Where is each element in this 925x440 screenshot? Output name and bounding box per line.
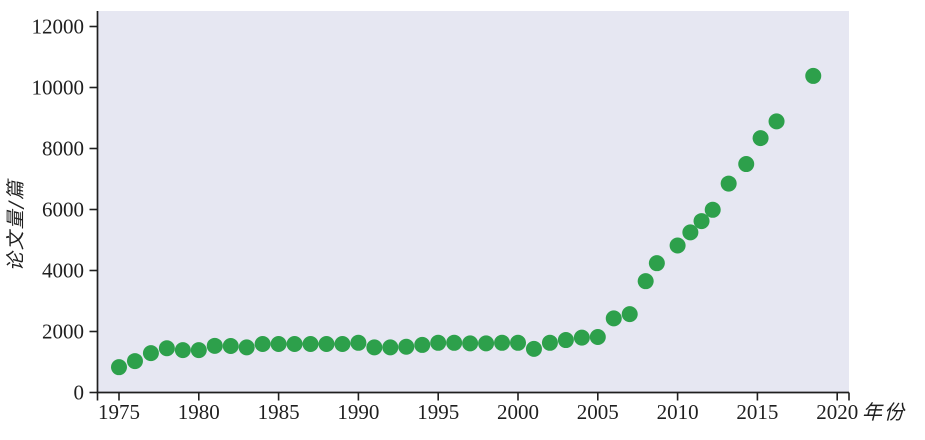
data-point bbox=[621, 306, 638, 323]
data-point bbox=[190, 342, 207, 359]
data-point bbox=[430, 334, 447, 351]
x-axis-title: 年份 bbox=[862, 400, 906, 424]
y-axis-title: 论文量/篇 bbox=[5, 178, 27, 271]
data-point bbox=[446, 334, 463, 351]
data-point bbox=[752, 130, 769, 147]
x-tick-label: 2015 bbox=[736, 400, 778, 424]
data-point bbox=[142, 345, 159, 362]
x-tick-label: 2010 bbox=[657, 400, 699, 424]
data-point bbox=[605, 310, 622, 327]
y-tick-label: 12000 bbox=[32, 15, 85, 39]
data-point bbox=[648, 255, 665, 272]
data-point bbox=[222, 337, 239, 354]
data-point bbox=[637, 273, 654, 290]
data-point bbox=[510, 334, 526, 351]
data-point bbox=[693, 213, 710, 230]
x-tick-label: 2020 bbox=[816, 400, 858, 424]
x-tick-label: 1995 bbox=[417, 400, 459, 424]
data-points-layer bbox=[111, 67, 822, 376]
data-point bbox=[174, 342, 191, 359]
data-point bbox=[206, 337, 223, 354]
data-point bbox=[704, 201, 721, 218]
y-tick-label: 0 bbox=[74, 381, 85, 405]
ticks-layer: 1975 1980 1985 1990 1995 2000 2005 2010 2015 2020… bbox=[32, 15, 859, 425]
data-point bbox=[478, 335, 495, 352]
data-point bbox=[768, 113, 785, 130]
x-tick-label: 2005 bbox=[577, 400, 619, 424]
data-point bbox=[541, 334, 558, 351]
data-point bbox=[126, 353, 143, 370]
data-point bbox=[111, 359, 127, 376]
data-point bbox=[720, 175, 737, 192]
data-point bbox=[302, 336, 319, 353]
data-point bbox=[682, 224, 699, 241]
data-point bbox=[366, 339, 383, 356]
data-point bbox=[805, 67, 822, 84]
data-point bbox=[525, 340, 542, 357]
x-tick-label: 2000 bbox=[497, 400, 539, 424]
x-tick-label: 1975 bbox=[98, 400, 140, 424]
x-tick-label: 1985 bbox=[258, 400, 300, 424]
y-tick-label: 8000 bbox=[42, 137, 84, 161]
y-tick-label: 10000 bbox=[32, 76, 85, 100]
data-point bbox=[382, 339, 399, 356]
data-point bbox=[414, 336, 431, 353]
data-point bbox=[573, 329, 590, 346]
data-point bbox=[462, 335, 479, 352]
data-point bbox=[669, 237, 686, 254]
y-tick-label: 4000 bbox=[42, 259, 84, 283]
data-point bbox=[254, 336, 271, 353]
data-point bbox=[158, 340, 175, 357]
data-point bbox=[318, 336, 335, 353]
y-tick-label: 2000 bbox=[42, 320, 84, 344]
data-point bbox=[286, 336, 303, 353]
data-point bbox=[350, 334, 367, 351]
x-tick-label: 1980 bbox=[178, 400, 220, 424]
data-point bbox=[494, 334, 511, 351]
data-point bbox=[589, 328, 606, 345]
data-point bbox=[270, 336, 287, 353]
data-point bbox=[334, 336, 351, 353]
data-point bbox=[557, 332, 574, 349]
y-tick-label: 6000 bbox=[42, 198, 84, 222]
data-point bbox=[398, 338, 415, 355]
data-point bbox=[738, 156, 755, 173]
plot-area bbox=[97, 11, 849, 393]
x-tick-label: 1990 bbox=[337, 400, 379, 424]
data-point bbox=[238, 339, 255, 356]
